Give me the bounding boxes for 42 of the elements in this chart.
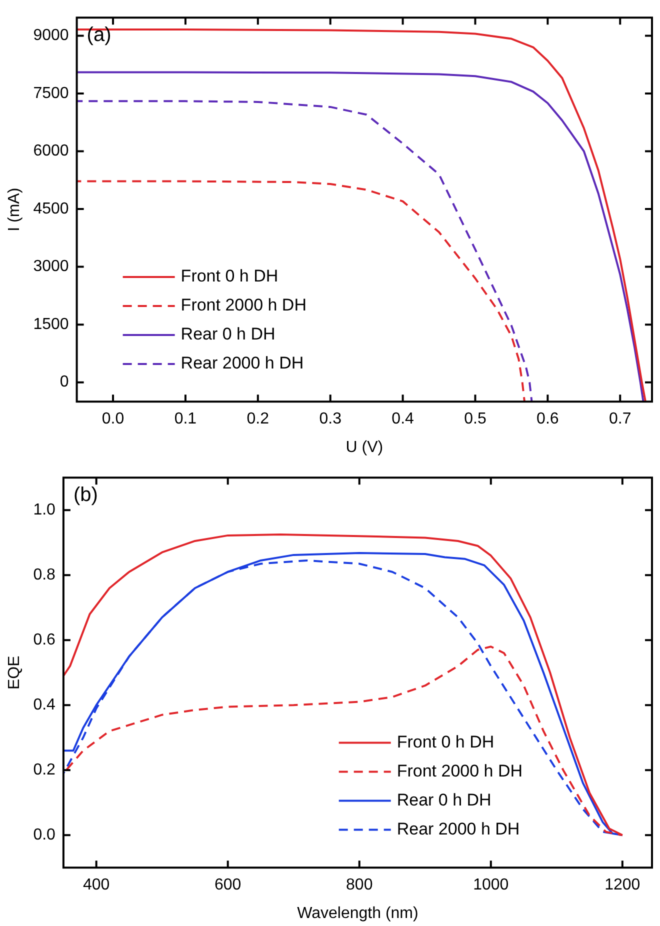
- y-tick-label: 1.0: [33, 502, 56, 519]
- legend-label: Rear 2000 h DH: [396, 819, 520, 838]
- line-series: [76, 100, 533, 402]
- y-tick-label: 0: [60, 374, 69, 391]
- annotation: (a): [86, 24, 112, 46]
- y-tick-label: 0.0: [33, 826, 56, 844]
- legend-label: Front 2000 h DH: [396, 761, 523, 780]
- y-tick-label: 3000: [33, 258, 69, 276]
- y-axis-title: I (mA): [6, 188, 24, 232]
- y-tick-label: 0.4: [33, 696, 56, 714]
- legend-label: Rear 2000 h DH: [180, 354, 304, 373]
- x-tick-label: 0.4: [392, 410, 414, 428]
- x-tick-label: 0.2: [246, 410, 270, 428]
- legend-label: Front 0 h DH: [180, 266, 278, 286]
- x-tick-label: 1000: [473, 876, 509, 894]
- x-tick-label: 0.7: [609, 410, 632, 428]
- y-tick-label: 0.8: [33, 566, 56, 584]
- x-tick-label: 0.0: [102, 410, 124, 428]
- legend-label: Front 2000 h DH: [180, 296, 306, 315]
- x-axis-title: Wavelength (nm): [297, 904, 418, 922]
- x-tick-label: 0.5: [464, 410, 486, 428]
- y-axis-title: EQE: [6, 656, 24, 690]
- legend-label: Rear 0 h DH: [180, 324, 276, 344]
- y-tick-label: 6000: [33, 142, 69, 160]
- x-tick-label: 600: [214, 876, 242, 894]
- legend-label: Front 0 h DH: [396, 732, 494, 752]
- annotation: (b): [73, 484, 98, 506]
- x-tick-label: 1200: [604, 876, 640, 894]
- x-tick-label: 0.3: [319, 410, 342, 428]
- y-tick-label: 7500: [33, 84, 69, 102]
- x-tick-label: 0.6: [536, 410, 559, 428]
- x-tick-label: 400: [82, 876, 110, 894]
- x-axis-title: U (V): [346, 438, 384, 456]
- y-tick-label: 0.6: [33, 632, 56, 649]
- y-tick-label: 0.2: [33, 762, 56, 779]
- y-tick-label: 4500: [33, 200, 69, 218]
- y-tick-label: 1500: [33, 316, 69, 333]
- line-series: [76, 180, 526, 402]
- x-tick-label: 800: [346, 876, 373, 894]
- x-tick-label: 0.1: [174, 410, 197, 428]
- legend-label: Rear 0 h DH: [396, 790, 492, 810]
- y-tick-label: 9000: [33, 27, 69, 44]
